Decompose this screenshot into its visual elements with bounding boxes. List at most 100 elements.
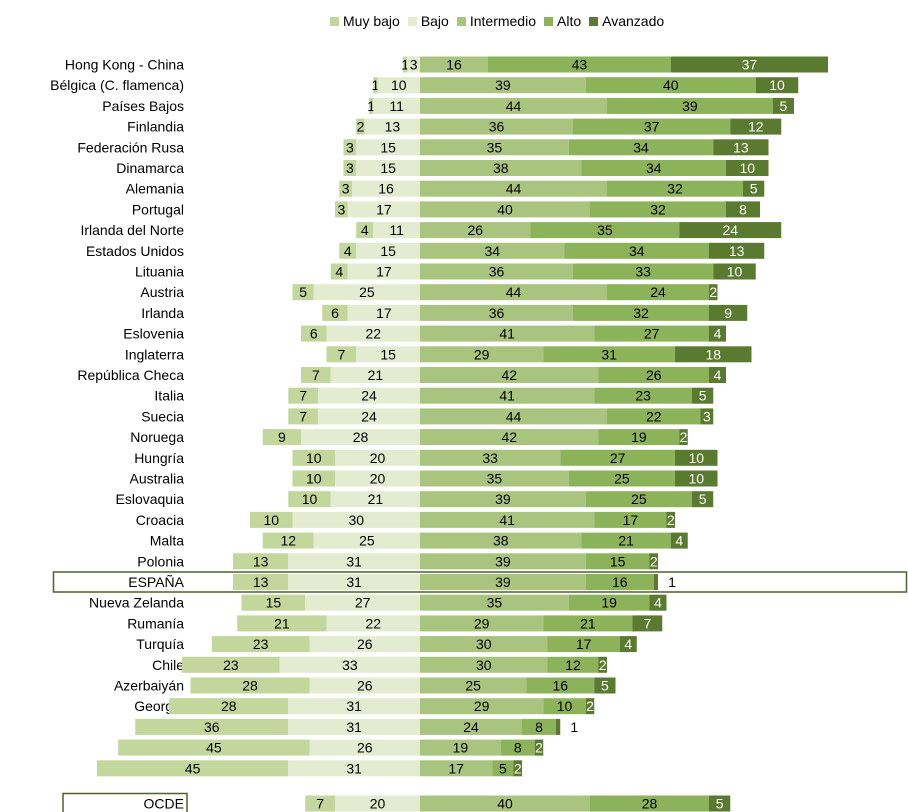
bar-row: Bélgica (C. flamenca) 1 10 39 40 10 xyxy=(50,77,799,94)
bar-row: Austria 5 25 44 24 2 xyxy=(140,284,718,301)
bar-segment-alto xyxy=(607,284,709,301)
bar-segment-intermedio xyxy=(420,263,573,280)
bar-segment-intermedio xyxy=(420,222,531,239)
data-label: 34 xyxy=(633,139,649,155)
data-label: 23 xyxy=(223,657,239,673)
category-label: ESPAÑA xyxy=(128,574,184,590)
data-label: 7 xyxy=(299,408,307,424)
data-label: 15 xyxy=(266,595,282,611)
category-label: Alemania xyxy=(126,181,185,197)
data-label: 44 xyxy=(506,408,522,424)
data-label: 3 xyxy=(337,201,345,217)
bar-segment-muy-bajo xyxy=(118,739,310,756)
data-label: 10 xyxy=(302,491,318,507)
bar-segment-avanzado xyxy=(713,139,769,156)
data-label: 1 xyxy=(570,719,578,735)
legend-label: Intermedio xyxy=(469,13,536,29)
bar-segment-muy-bajo xyxy=(339,242,357,259)
bar-segment-intermedio xyxy=(420,97,607,114)
bar-row: Inglaterra 7 15 29 31 18 xyxy=(125,346,752,363)
bar-segment-muy-bajo xyxy=(233,553,289,570)
data-label: 24 xyxy=(361,388,377,404)
bar-segment-muy-bajo xyxy=(330,263,348,280)
bar-segment-alto xyxy=(530,222,680,239)
data-label: 1 xyxy=(371,77,379,93)
data-label: 20 xyxy=(370,796,386,812)
data-label: 33 xyxy=(635,264,651,280)
data-label: 32 xyxy=(633,305,649,321)
bar-segment-intermedio xyxy=(420,553,586,570)
bar-segment-alto xyxy=(573,118,731,135)
bar-segment-avanzado xyxy=(598,656,607,673)
bar-segment-alto xyxy=(573,263,714,280)
bar-segment-alto xyxy=(543,346,675,363)
data-label: 39 xyxy=(495,491,511,507)
data-label: 4 xyxy=(714,326,722,342)
category-label: Azerbaiyán xyxy=(114,678,184,694)
legend-swatch xyxy=(589,16,599,26)
bar-segment-bajo xyxy=(301,429,420,446)
bar-segment-alto xyxy=(585,77,756,94)
bar-segment-bajo xyxy=(335,795,420,812)
bar-row: Qatar45261982 xyxy=(118,739,544,756)
bar-segment-muy-bajo xyxy=(356,118,365,135)
bar-segment-intermedio xyxy=(420,760,493,777)
bar-segment-avanzado xyxy=(632,615,663,632)
bar-row: Dinamarca 3 15 38 34 10 xyxy=(116,160,769,176)
data-label: 15 xyxy=(380,160,396,176)
data-label: 45 xyxy=(206,740,222,756)
bar-segment-bajo xyxy=(288,698,420,715)
bar-row: Polonia 13 31 39 15 2 xyxy=(137,553,658,570)
category-label: Australia xyxy=(130,471,185,487)
bar-row: Rumanía 21 22 29 21 7 xyxy=(127,615,663,632)
bar-segment-bajo xyxy=(364,118,420,135)
bar-segment-bajo xyxy=(373,97,420,114)
bar-segment-muy-bajo xyxy=(190,677,310,694)
data-label: 35 xyxy=(487,595,503,611)
bar-segment-alto xyxy=(598,367,709,383)
data-label: 9 xyxy=(724,305,732,321)
data-label: 40 xyxy=(663,77,679,93)
data-label: 2 xyxy=(514,760,522,776)
data-label: 3 xyxy=(703,408,711,424)
bar-segment-bajo xyxy=(288,574,420,590)
bar-segment-avanzado xyxy=(709,284,718,301)
bar-segment-muy-bajo xyxy=(182,656,280,673)
data-label: 6 xyxy=(331,305,339,321)
data-label: 34 xyxy=(629,243,645,259)
bar-row: Eslovenia 6 22 41 27 4 xyxy=(123,325,726,342)
bar-segment-alto xyxy=(585,553,650,570)
data-label: 13 xyxy=(253,574,269,590)
data-label: 32 xyxy=(650,201,666,217)
category-label: Noruega xyxy=(130,429,184,445)
data-label: 29 xyxy=(474,346,490,362)
bar-segment-muy-bajo xyxy=(233,574,289,590)
data-label: 21 xyxy=(368,367,384,383)
data-label: 17 xyxy=(376,264,392,280)
data-label: 7 xyxy=(316,796,324,812)
data-label: 25 xyxy=(359,284,375,300)
bar-segment-alto xyxy=(585,574,654,590)
data-label: 27 xyxy=(355,595,371,611)
bar-segment-bajo xyxy=(347,201,420,218)
data-label: 13 xyxy=(385,119,401,135)
data-label: 43 xyxy=(572,57,588,73)
bar-segment-bajo xyxy=(356,346,420,363)
data-label: 32 xyxy=(667,181,683,197)
data-label: 44 xyxy=(506,98,522,114)
bar-row: Azerbaiyán 28 26 25 16 5 xyxy=(114,677,616,694)
bar-segment-intermedio xyxy=(420,284,607,301)
data-label: 7 xyxy=(312,367,320,383)
bar-row: Países Bajos 1 11 44 39 5 xyxy=(102,97,794,114)
data-label: 40 xyxy=(497,201,513,217)
bar-segment-bajo xyxy=(330,367,420,383)
data-label: 7 xyxy=(643,615,651,631)
bar-segment-avanzado xyxy=(679,429,688,446)
bar-segment-intermedio xyxy=(420,698,544,715)
bar-segment-intermedio xyxy=(420,429,599,446)
data-label: 4 xyxy=(361,222,369,238)
bar-row: Nueva Zelanda 15 27 35 19 4 xyxy=(89,594,667,611)
bar-segment-avanzado xyxy=(649,594,667,611)
data-label: 39 xyxy=(495,77,511,93)
